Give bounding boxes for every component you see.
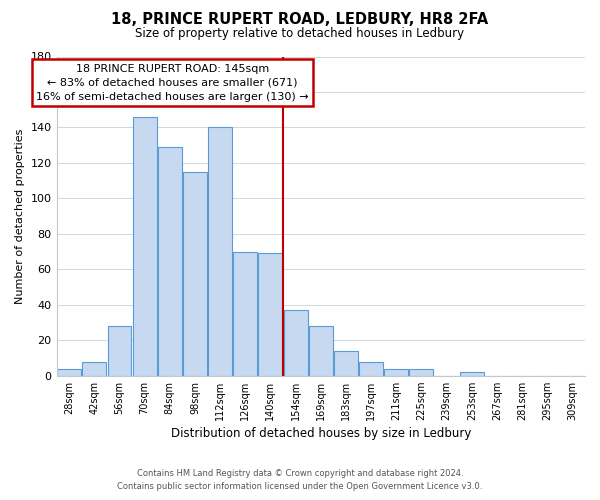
Bar xyxy=(309,326,333,376)
Bar xyxy=(208,128,232,376)
Text: 18, PRINCE RUPERT ROAD, LEDBURY, HR8 2FA: 18, PRINCE RUPERT ROAD, LEDBURY, HR8 2FA xyxy=(112,12,488,28)
Bar xyxy=(82,362,106,376)
Bar xyxy=(334,351,358,376)
Bar xyxy=(259,254,283,376)
Bar xyxy=(133,117,157,376)
Bar xyxy=(107,326,131,376)
Bar xyxy=(183,172,207,376)
Bar xyxy=(57,368,81,376)
Bar xyxy=(359,362,383,376)
Text: 18 PRINCE RUPERT ROAD: 145sqm
← 83% of detached houses are smaller (671)
16% of : 18 PRINCE RUPERT ROAD: 145sqm ← 83% of d… xyxy=(36,64,308,102)
Text: Size of property relative to detached houses in Ledbury: Size of property relative to detached ho… xyxy=(136,28,464,40)
Bar xyxy=(158,147,182,376)
Bar xyxy=(385,368,408,376)
Bar xyxy=(233,252,257,376)
Bar xyxy=(460,372,484,376)
Text: Contains HM Land Registry data © Crown copyright and database right 2024.
Contai: Contains HM Land Registry data © Crown c… xyxy=(118,470,482,491)
Bar xyxy=(284,310,308,376)
Y-axis label: Number of detached properties: Number of detached properties xyxy=(15,128,25,304)
Bar xyxy=(409,368,433,376)
X-axis label: Distribution of detached houses by size in Ledbury: Distribution of detached houses by size … xyxy=(170,427,471,440)
